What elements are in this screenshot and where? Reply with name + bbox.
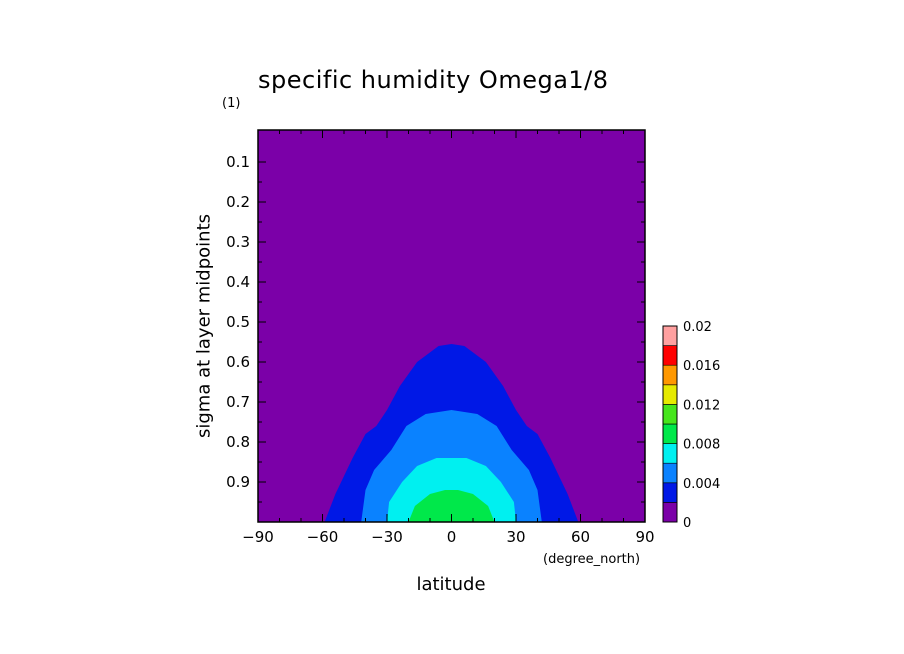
colorbar-swatch <box>662 345 678 366</box>
colorbar-swatch <box>662 384 678 405</box>
colorbar: 0 0.004 0.008 0.012 0.016 0.02 <box>662 320 720 531</box>
y-tick-label: 0.5 <box>226 313 250 331</box>
x-tick-label: −60 <box>307 528 339 546</box>
y-tick-label: 0.2 <box>226 193 250 211</box>
x-tick-label: 0 <box>447 528 457 546</box>
axes: −90 −60 −30 0 30 60 90 0.1 0.2 0.3 0.4 0.5 0.6 0.7 0.8… <box>226 129 655 546</box>
colorbar-swatch <box>662 423 678 444</box>
colorbar-label: 0.016 <box>683 359 720 374</box>
colorbar-swatch <box>662 443 678 464</box>
colorbar-label: 0.008 <box>683 438 720 453</box>
x-axis-unit: (degree_north) <box>543 552 641 567</box>
colorbar-swatch <box>662 325 678 346</box>
y-tick-label: 0.9 <box>226 473 250 491</box>
y-tick-label: 0.1 <box>226 153 250 171</box>
y-axis-label: sigma at layer midpoints <box>193 213 215 439</box>
colorbar-swatch <box>662 482 678 503</box>
colorbar-swatch <box>662 462 678 484</box>
colorbar-label: 0.004 <box>683 477 720 492</box>
x-tick-label: −90 <box>242 528 274 546</box>
x-tick-label: 60 <box>571 528 590 546</box>
colorbar-swatch <box>662 404 678 425</box>
y-tick-label: 0.7 <box>226 393 250 411</box>
contour-region-4 <box>408 490 495 522</box>
x-tick-label: 30 <box>506 528 525 546</box>
colorbar-swatch <box>662 502 678 523</box>
colorbar-label: 0 <box>683 516 691 531</box>
colorbar-label: 0.02 <box>683 320 712 335</box>
colorbar-frame <box>662 325 678 523</box>
colorbar-swatch <box>662 364 678 386</box>
chart-title: specific humidity Omega1/8 <box>258 66 609 94</box>
colorbar-label: 0.012 <box>683 398 720 413</box>
y-tick-label: 0.6 <box>226 353 250 371</box>
x-tick-label: 90 <box>635 528 654 546</box>
x-tick-label: −30 <box>371 528 403 546</box>
plot-area <box>258 130 645 522</box>
x-axis-label: latitude <box>416 574 486 595</box>
y-tick-label: 0.4 <box>226 273 250 291</box>
y-tick-label: 0.3 <box>226 233 250 251</box>
y-axis-unit: (1) <box>222 96 241 111</box>
y-tick-label: 0.8 <box>226 433 250 451</box>
